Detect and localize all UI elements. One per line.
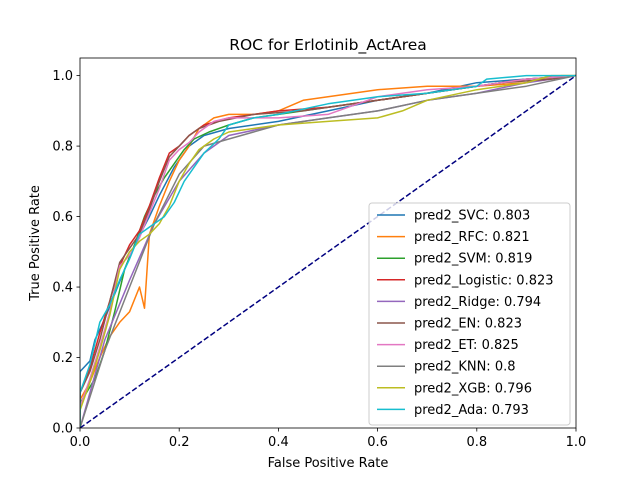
axes: 0.0 0.2 0.4 0.6 0.8 1.0 0.0 0.2 0.4 0.6 0.8 1.0	[52, 57, 587, 450]
legend-box	[368, 202, 571, 426]
legend-entry-label: pred2_SVM: 0.819	[414, 252, 532, 267]
y-tick-label: 0.0	[52, 422, 73, 437]
roc-line-series-2	[80, 74, 576, 428]
legend-entry-label: pred2_KNN: 0.8	[414, 360, 516, 375]
y-tick-label: 1.0	[52, 69, 73, 84]
x-axis-label: False Positive Rate	[268, 456, 389, 471]
plot-frame	[79, 57, 577, 429]
reference-diagonal-line	[80, 75, 576, 428]
x-tick-label: 0.6	[367, 435, 388, 450]
legend-entry-label: pred2_SVC: 0.803	[414, 209, 530, 224]
y-tick-label: 0.4	[52, 281, 73, 296]
legend-entry-label: pred2_EN: 0.823	[414, 317, 522, 332]
roc-curves	[80, 74, 576, 428]
roc-line-series-8	[80, 74, 576, 428]
roc-line-series-10	[80, 74, 576, 428]
x-tick-label: 0.0	[70, 435, 91, 450]
roc-line-series-7	[80, 74, 576, 428]
chart-title: ROC for Erlotinib_ActArea	[229, 36, 427, 55]
legend-entry-label: pred2_ET: 0.825	[414, 338, 519, 353]
legend: pred2_SVC: 0.803 pred2_RFC: 0.821 pred2_SV…	[368, 202, 571, 426]
y-tick-label: 0.6	[52, 210, 73, 225]
legend-entry-label: pred2_RFC: 0.821	[414, 230, 530, 245]
legend-entry-label: pred2_Ada: 0.793	[414, 403, 529, 418]
legend-entry-label: pred2_Logistic: 0.823	[414, 273, 554, 288]
y-tick-label: 0.8	[52, 140, 73, 155]
x-tick-label: 0.2	[169, 435, 190, 450]
roc-line-series-9	[80, 74, 576, 428]
legend-entry-label: pred2_Ridge: 0.794	[414, 295, 541, 310]
x-tick-label: 1.0	[566, 435, 587, 450]
x-tick-label: 0.4	[268, 435, 289, 450]
x-tick-label: 0.8	[466, 435, 487, 450]
y-axis-label: True Positive Rate	[28, 185, 43, 302]
y-tick-label: 0.2	[52, 351, 73, 366]
legend-entry-label: pred2_XGB: 0.796	[414, 381, 532, 396]
